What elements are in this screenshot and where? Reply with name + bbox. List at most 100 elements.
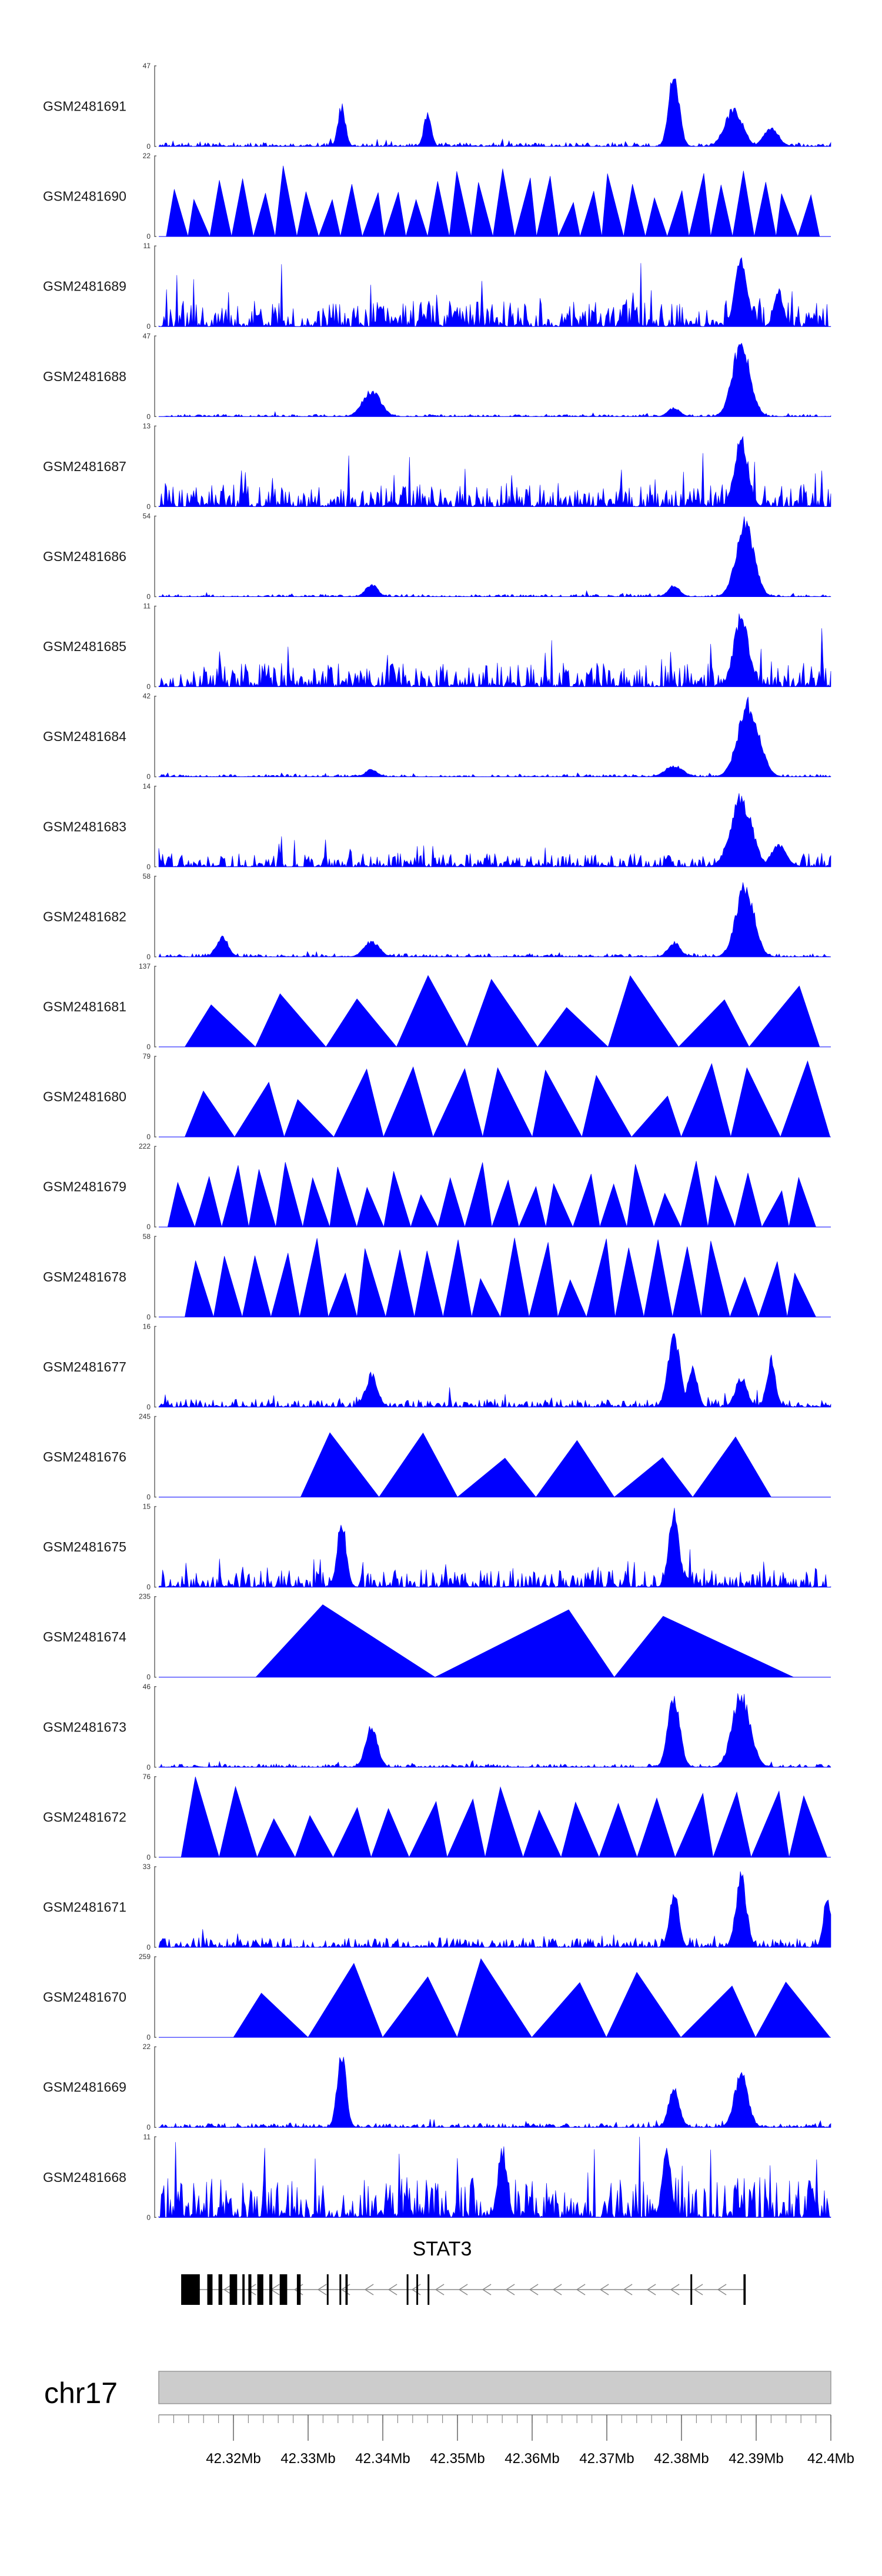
- track-label: GSM2481688: [43, 369, 126, 384]
- x-tick-label: 42.4Mb: [807, 2451, 854, 2467]
- x-tick-label: 42.38Mb: [654, 2451, 709, 2467]
- y-axis-min-label: 0: [146, 1943, 151, 1951]
- track-GSM2481668: GSM2481668 11 0: [43, 2133, 831, 2221]
- track-label: GSM2481684: [43, 729, 126, 744]
- exon-block: [296, 2274, 301, 2305]
- exon-block: [339, 2274, 342, 2305]
- y-axis-line: [154, 245, 156, 327]
- y-axis-line: [154, 1506, 156, 1588]
- y-axis-line: [154, 1866, 156, 1948]
- y-axis-max-label: 235: [139, 1593, 151, 1601]
- strand-arrow: [529, 2284, 539, 2295]
- y-axis-max-label: 14: [143, 782, 151, 790]
- coverage-signal: [300, 1432, 771, 1497]
- exon-block: [181, 2274, 200, 2305]
- y-axis-max-label: 46: [143, 1683, 151, 1691]
- strand-arrow: [317, 2284, 327, 2295]
- x-tick-label: 42.32Mb: [206, 2451, 260, 2467]
- chromosome-label: chr17: [44, 2377, 118, 2410]
- track-GSM2481689: GSM2481689 11 0: [43, 242, 831, 331]
- strand-arrow: [717, 2284, 727, 2295]
- coverage-signal: [158, 1333, 831, 1408]
- gene-name-label: STAT3: [413, 2238, 472, 2260]
- coverage-signal: [184, 1060, 831, 1137]
- track-GSM2481670: GSM2481670 259 0: [43, 1953, 831, 2041]
- y-axis-min-label: 0: [146, 1133, 151, 1141]
- strand-arrow: [693, 2284, 703, 2295]
- exon-block: [743, 2274, 746, 2305]
- track-label: GSM2481678: [43, 1269, 126, 1284]
- track-GSM2481674: GSM2481674 235 0: [43, 1593, 831, 1681]
- track-label: GSM2481687: [43, 459, 126, 474]
- exon-block: [427, 2274, 430, 2305]
- track-GSM2481677: GSM2481677 16 0: [43, 1322, 831, 1411]
- track-label: GSM2481677: [43, 1359, 126, 1374]
- track-label: GSM2481673: [43, 1719, 126, 1734]
- y-axis-line: [154, 1956, 156, 2038]
- y-axis-line: [154, 605, 156, 688]
- strand-arrow: [623, 2284, 633, 2295]
- track-GSM2481678: GSM2481678 58 0: [43, 1232, 831, 1321]
- y-axis-line: [154, 1416, 156, 1498]
- coverage-signal: [158, 342, 831, 417]
- track-GSM2481671: GSM2481671 33 0: [43, 1863, 831, 1951]
- track-label: GSM2481681: [43, 999, 126, 1015]
- track-GSM2481672: GSM2481672 76 0: [43, 1773, 831, 1861]
- track-GSM2481681: GSM2481681 137 0: [43, 962, 831, 1051]
- y-axis-line: [154, 1776, 156, 1858]
- track-GSM2481673: GSM2481673 46 0: [43, 1683, 831, 1771]
- track-label: GSM2481682: [43, 909, 126, 924]
- coverage-signal: [158, 882, 831, 957]
- y-axis-min-label: 0: [146, 773, 151, 781]
- y-axis-max-label: 13: [143, 422, 151, 430]
- strand-arrow: [387, 2284, 397, 2295]
- strand-arrow: [458, 2284, 468, 2295]
- y-axis-min-label: 0: [146, 1763, 151, 1771]
- exon-block: [257, 2274, 263, 2305]
- y-axis-min-label: 0: [146, 863, 151, 871]
- strand-arrow: [670, 2284, 680, 2295]
- y-axis-line: [154, 425, 156, 508]
- track-label: GSM2481676: [43, 1449, 126, 1464]
- track-label: GSM2481674: [43, 1629, 126, 1644]
- y-axis-line: [154, 335, 156, 418]
- track-label: GSM2481669: [43, 2080, 126, 2095]
- y-axis-max-label: 76: [143, 1773, 151, 1781]
- coverage-signal: [158, 696, 831, 778]
- y-axis-min-label: 0: [146, 322, 151, 331]
- exon-block: [248, 2274, 252, 2305]
- y-axis-line: [154, 1146, 156, 1227]
- track-label: GSM2481675: [43, 1539, 126, 1554]
- y-axis-max-label: 79: [143, 1052, 151, 1060]
- chromosome-band: [158, 2371, 831, 2404]
- y-axis-max-label: 47: [143, 62, 151, 70]
- track-GSM2481683: GSM2481683 14 0: [43, 782, 831, 871]
- track-label: GSM2481680: [43, 1089, 126, 1105]
- track-GSM2481688: GSM2481688 47 0: [43, 332, 831, 421]
- track-GSM2481669: GSM2481669 22 0: [43, 2043, 831, 2131]
- strand-arrow: [505, 2284, 515, 2295]
- y-axis-line: [154, 2136, 156, 2218]
- exon-block: [242, 2274, 245, 2305]
- coverage-signal: [184, 975, 820, 1047]
- coverage-signal: [166, 165, 820, 237]
- y-axis-min-label: 0: [146, 2123, 151, 2131]
- coverage-signal: [255, 1604, 794, 1677]
- coverage-signal: [158, 2057, 831, 2128]
- y-axis-min-label: 0: [146, 1403, 151, 1411]
- exon-block: [279, 2274, 288, 2305]
- y-axis-min-label: 0: [146, 142, 151, 151]
- y-axis-line: [154, 1686, 156, 1768]
- exon-block: [326, 2274, 329, 2305]
- track-label: GSM2481690: [43, 189, 126, 204]
- y-axis-max-label: 222: [139, 1142, 151, 1150]
- coverage-signal: [158, 613, 831, 688]
- track-GSM2481685: GSM2481685 11 0: [43, 602, 831, 691]
- track-label: GSM2481685: [43, 639, 126, 654]
- x-tick-label: 42.37Mb: [579, 2451, 634, 2467]
- track-GSM2481687: GSM2481687 13 0: [43, 422, 831, 510]
- y-axis-max-label: 11: [143, 2133, 151, 2141]
- y-axis-min-label: 0: [146, 1673, 151, 1681]
- strand-arrow: [552, 2284, 562, 2295]
